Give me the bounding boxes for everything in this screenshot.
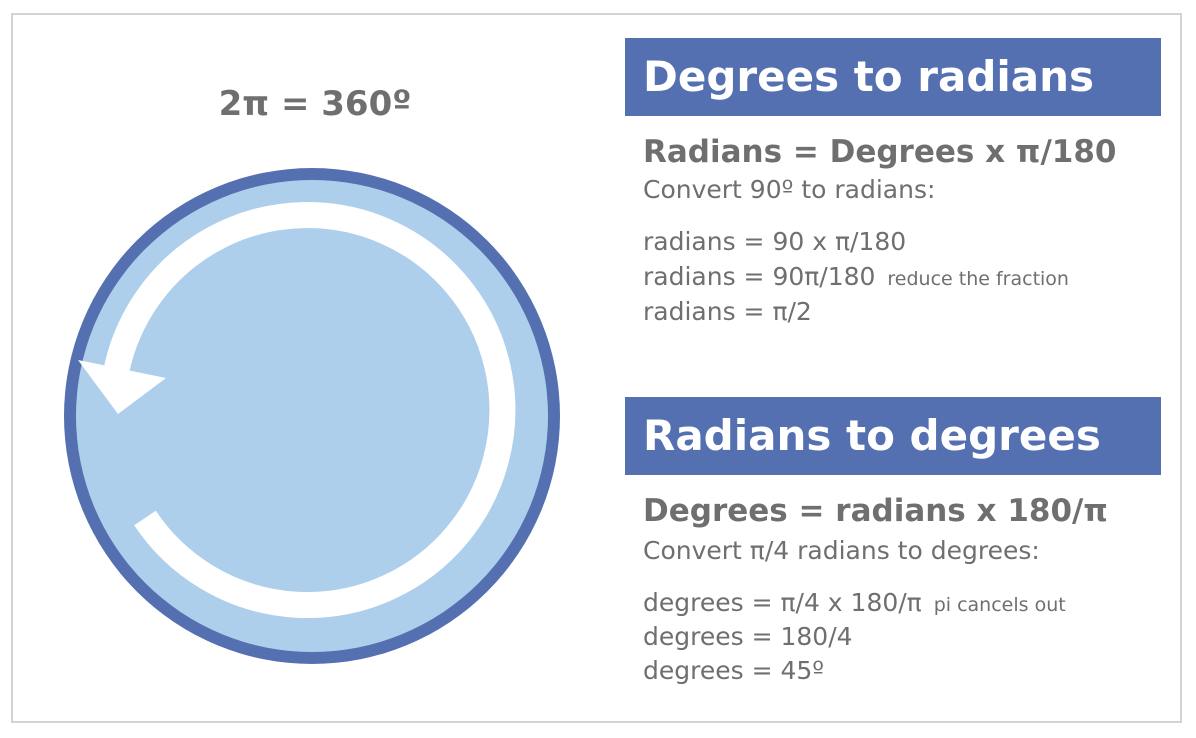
step-note: reduce the fraction xyxy=(887,268,1069,290)
full-rotation-circle xyxy=(64,168,560,664)
step-text: radians = 90π/180 xyxy=(643,262,876,291)
radians-to-degrees-header: Radians to degrees xyxy=(625,397,1161,475)
radians-to-degrees-formula: Degrees = radians x 180/π xyxy=(643,493,1108,529)
circle-label: 2π = 360º xyxy=(218,84,412,124)
degrees-to-radians-step-2: radians = 90π/180 reduce the fraction xyxy=(643,262,1069,291)
rotation-arrow-arc xyxy=(101,202,516,618)
inner-disk xyxy=(76,180,548,652)
step-text: radians = π/2 xyxy=(643,297,812,326)
degrees-to-radians-prompt: Convert 90º to radians: xyxy=(643,175,936,204)
step-text: degrees = π/4 x 180/π xyxy=(643,588,922,617)
step-text: degrees = 180/4 xyxy=(643,622,853,651)
radians-to-degrees-step-3: degrees = 45º xyxy=(643,656,824,685)
step-text: degrees = 45º xyxy=(643,656,825,685)
degrees-to-radians-header: Degrees to radians xyxy=(625,38,1161,116)
radians-to-degrees-step-1: degrees = π/4 x 180/π pi cancels out xyxy=(643,588,1066,617)
degrees-to-radians-formula: Radians = Degrees x π/180 xyxy=(643,134,1117,170)
rotation-arrowhead-icon xyxy=(78,360,166,414)
step-note: pi cancels out xyxy=(933,594,1066,616)
step-text: radians = 90 x π/180 xyxy=(643,227,907,256)
radians-to-degrees-step-2: degrees = 180/4 xyxy=(643,622,853,651)
degrees-to-radians-step-3: radians = π/2 xyxy=(643,297,812,326)
degrees-to-radians-step-1: radians = 90 x π/180 xyxy=(643,227,906,256)
radians-to-degrees-prompt: Convert π/4 radians to degrees: xyxy=(643,536,1040,565)
